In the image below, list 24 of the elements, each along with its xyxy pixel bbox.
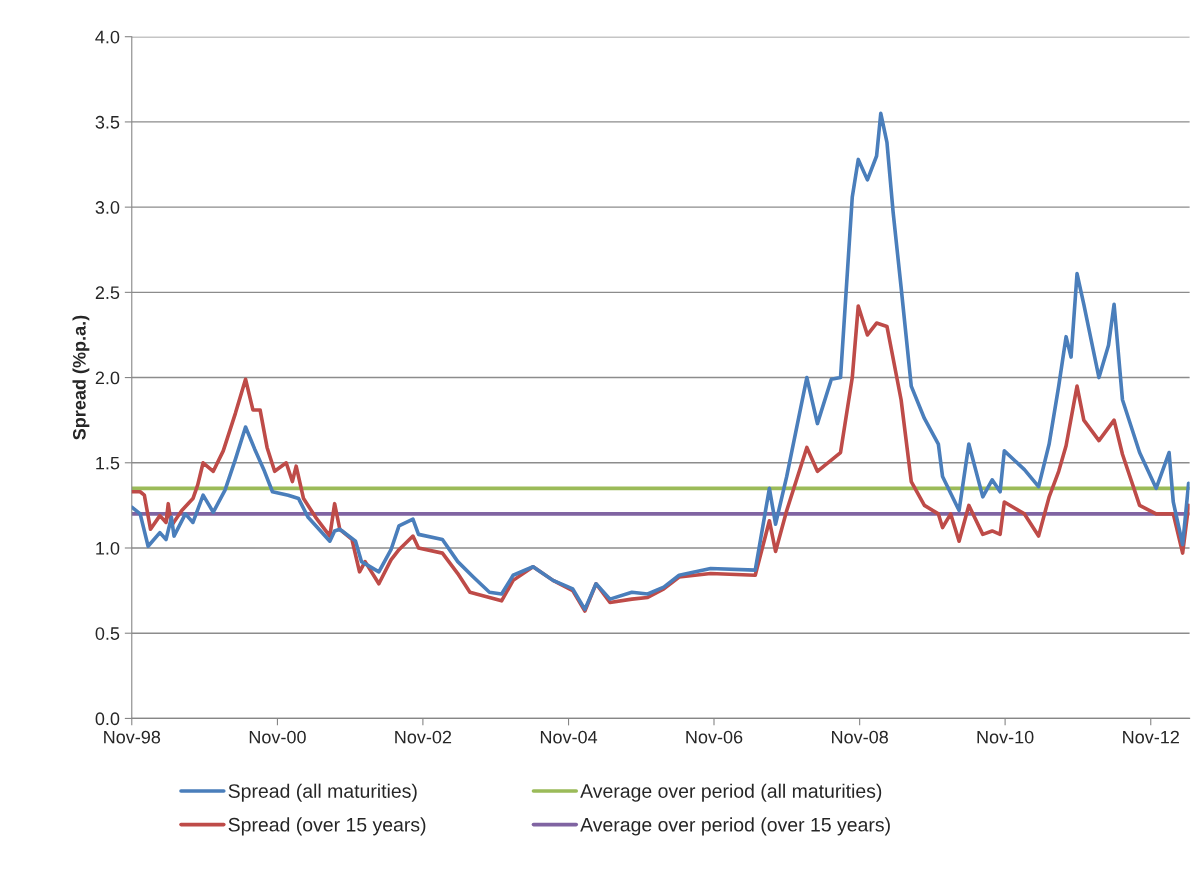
y-tick-label: 1.0: [96, 541, 120, 555]
y-tick-label: 0.0: [95, 712, 120, 726]
line-series: [131, 111, 1190, 612]
y-axis-title: Spread (%p.a.): [72, 315, 90, 440]
x-tick-label: Nov-08: [832, 730, 888, 744]
x-tick-label: Nov-02: [395, 730, 452, 744]
line-series: [131, 304, 1190, 613]
legend-label: Average over period (over 15 years): [580, 817, 890, 836]
x-tick-label: Nov-04: [540, 730, 598, 744]
x-tick-label: Nov-06: [686, 730, 743, 744]
y-tick-label: 1.5: [96, 456, 120, 470]
y-tick-label: 2.5: [95, 286, 120, 300]
legend-label: Spread (over 15 years): [228, 817, 426, 836]
y-tick-label: 3.0: [95, 201, 120, 214]
legend-label: Average over period (all maturities): [580, 783, 882, 802]
y-tick-label: 4.0: [95, 30, 120, 44]
y-tick-label: 2.0: [95, 371, 120, 385]
y-tick-label: 3.5: [95, 115, 120, 129]
x-tick-label: Nov-10: [977, 730, 1034, 744]
x-tick-label: Nov-98: [104, 730, 161, 744]
x-tick-label: Nov-00: [249, 730, 306, 744]
legend-label: Spread (all maturities): [228, 783, 417, 802]
x-tick-label: Nov-12: [1123, 730, 1179, 744]
y-tick-label: 0.5: [95, 627, 120, 640]
